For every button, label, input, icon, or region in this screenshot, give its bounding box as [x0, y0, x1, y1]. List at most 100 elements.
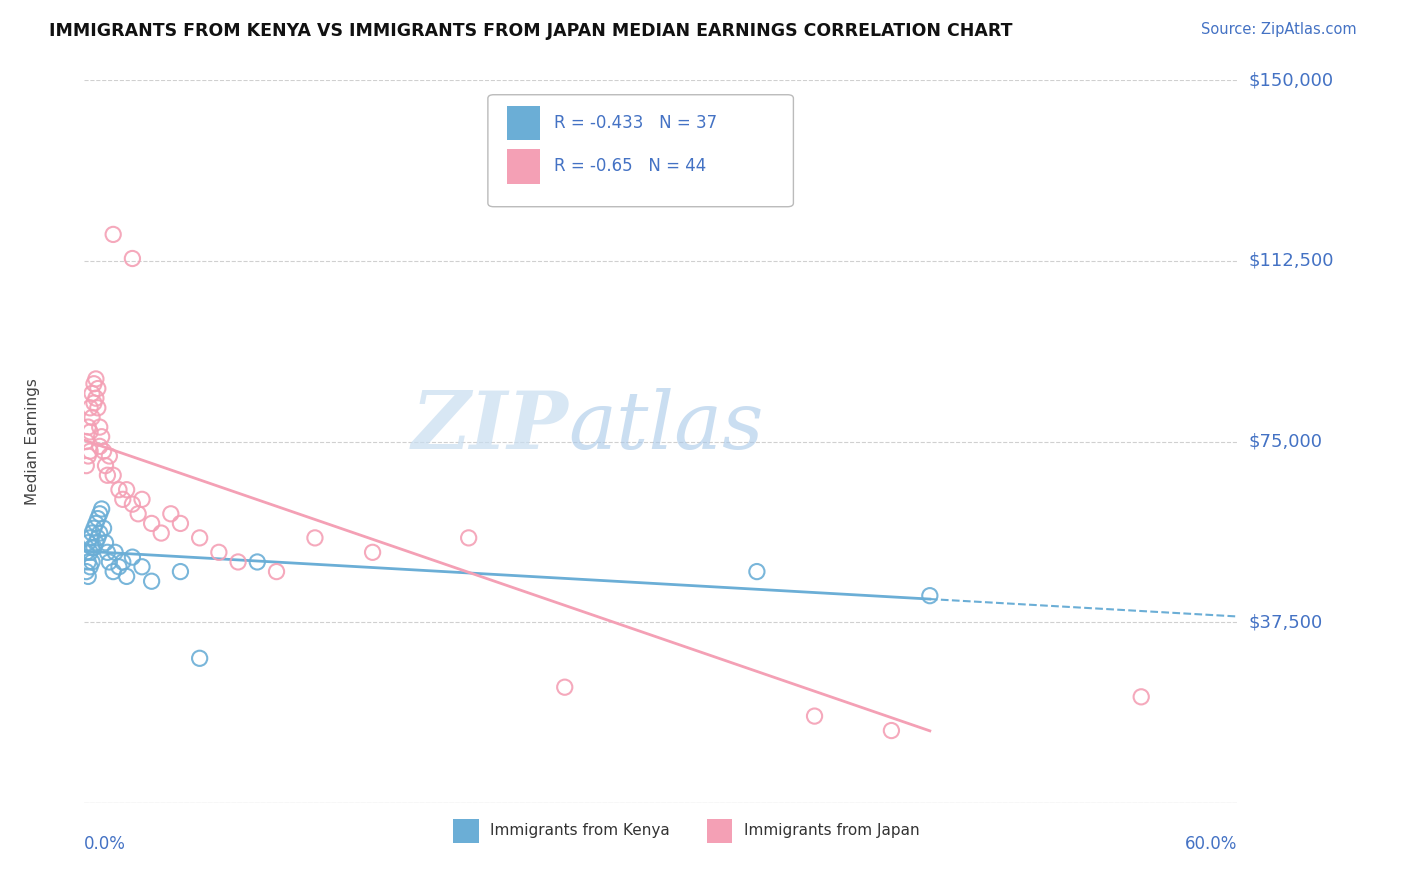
Point [108, 559, 131, 574]
Point [266, 565, 288, 579]
Point [90, 502, 112, 516]
Point [304, 531, 326, 545]
Point [246, 555, 269, 569]
Point [87, 382, 110, 396]
Point [79, 444, 101, 458]
Point [103, 227, 124, 242]
Point [169, 516, 191, 531]
Point [79, 531, 101, 545]
Point [115, 569, 138, 583]
Point [169, 565, 191, 579]
Point [150, 526, 173, 541]
Point [75, 434, 97, 449]
Point [90, 430, 112, 444]
Point [87, 531, 110, 545]
Text: Median Earnings: Median Earnings [25, 378, 39, 505]
Point [87, 401, 110, 415]
Text: $150,000: $150,000 [1249, 71, 1333, 89]
Point [93, 444, 115, 458]
Point [83, 541, 105, 555]
Point [1130, 690, 1153, 704]
Point [160, 507, 183, 521]
Point [84, 391, 107, 405]
Point [98, 555, 121, 569]
Point [89, 420, 111, 434]
Point [80, 541, 103, 555]
Point [803, 709, 825, 723]
Point [75, 545, 97, 559]
Point [96, 468, 118, 483]
Point [226, 555, 249, 569]
Text: IMMIGRANTS FROM KENYA VS IMMIGRANTS FROM JAPAN MEDIAN EARNINGS CORRELATION CHART: IMMIGRANTS FROM KENYA VS IMMIGRANTS FROM… [49, 22, 1012, 40]
Text: Immigrants from Kenya: Immigrants from Kenya [491, 823, 669, 838]
Point [121, 550, 143, 565]
Bar [707, 820, 733, 843]
Text: 60.0%: 60.0% [1185, 835, 1237, 854]
Point [77, 449, 100, 463]
FancyBboxPatch shape [488, 95, 793, 207]
Point [141, 516, 163, 531]
Point [84, 516, 107, 531]
Text: $37,500: $37,500 [1249, 613, 1323, 632]
Point [84, 535, 107, 549]
Text: Source: ZipAtlas.com: Source: ZipAtlas.com [1201, 22, 1357, 37]
Point [103, 468, 124, 483]
Point [79, 559, 101, 574]
Point [89, 439, 111, 453]
Point [83, 396, 105, 410]
Point [75, 565, 97, 579]
Point [89, 526, 111, 541]
Point [79, 545, 101, 559]
Text: $75,000: $75,000 [1249, 433, 1323, 450]
Point [127, 507, 149, 521]
Point [80, 555, 103, 569]
Text: R = -0.433   N = 37: R = -0.433 N = 37 [554, 114, 717, 132]
Point [80, 386, 103, 401]
Point [141, 574, 163, 589]
Text: $112,500: $112,500 [1249, 252, 1334, 270]
Point [77, 555, 100, 569]
Point [83, 376, 105, 391]
Text: R = -0.65   N = 44: R = -0.65 N = 44 [554, 157, 706, 175]
Point [83, 521, 105, 535]
Text: Immigrants from Japan: Immigrants from Japan [744, 823, 920, 838]
Point [93, 521, 115, 535]
Bar [508, 105, 540, 140]
Point [103, 565, 124, 579]
Point [131, 492, 153, 507]
Point [188, 531, 211, 545]
Point [111, 555, 134, 569]
Bar [453, 820, 478, 843]
Bar [508, 149, 540, 184]
Text: atlas: atlas [568, 388, 763, 466]
Point [89, 507, 111, 521]
Point [554, 680, 576, 694]
Point [79, 401, 101, 415]
Point [918, 589, 941, 603]
Point [104, 545, 127, 559]
Point [121, 497, 143, 511]
Point [84, 372, 107, 386]
Point [457, 531, 479, 545]
Point [80, 526, 103, 541]
Point [121, 252, 143, 266]
Point [745, 565, 768, 579]
Point [361, 545, 384, 559]
Point [80, 410, 103, 425]
Point [208, 545, 231, 559]
Point [131, 559, 153, 574]
Point [94, 535, 117, 549]
Point [79, 425, 101, 439]
Point [77, 569, 100, 583]
Point [75, 458, 97, 473]
Point [880, 723, 903, 738]
Point [188, 651, 211, 665]
Point [98, 449, 121, 463]
Point [108, 483, 131, 497]
Point [77, 535, 100, 549]
Text: ZIP: ZIP [412, 388, 568, 466]
Point [96, 545, 118, 559]
Point [111, 492, 134, 507]
Text: 0.0%: 0.0% [84, 835, 127, 854]
Point [77, 420, 100, 434]
